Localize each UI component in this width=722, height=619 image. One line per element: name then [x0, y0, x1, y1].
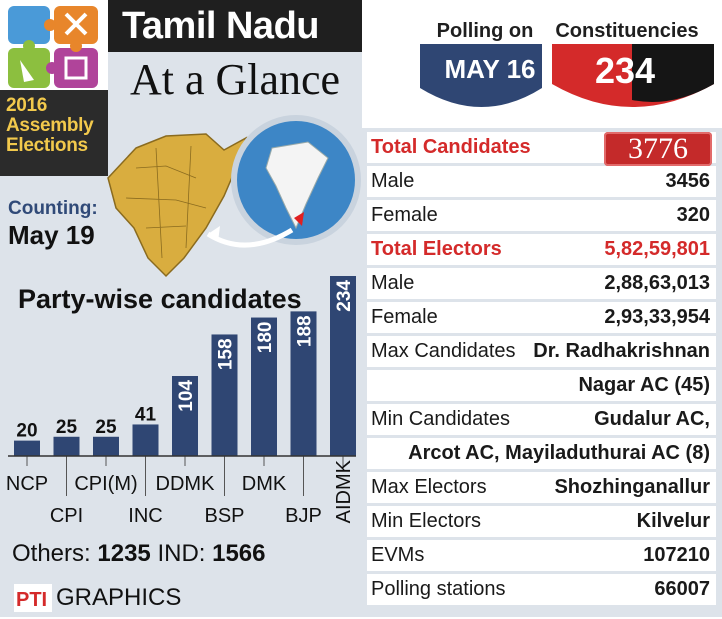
data-label: 25 — [56, 417, 78, 438]
stats-row: Male 2,88,63,013 — [367, 268, 716, 302]
category-label: AIDMK — [333, 459, 355, 523]
stats-label: Female — [371, 204, 438, 226]
puzzle-logo-icon — [0, 0, 108, 96]
stats-value: 2,93,33,954 — [604, 306, 710, 328]
stats-label: Male — [371, 170, 415, 192]
stats-label: Total Candidates — [371, 136, 531, 158]
party-wise-bar-chart: 20 NCP 25 CPI 25 CPI(M) 41 INC 104 DDMK 158 BSP 180 D… — [6, 276, 356, 527]
data-label: 104 — [176, 380, 197, 412]
bar-ncp — [14, 440, 40, 456]
chart-title: Party-wise candidates — [18, 284, 302, 314]
category-label: CPI(M) — [74, 473, 137, 495]
stats-row: Polling stations 66007 — [367, 574, 716, 608]
elections-text: Elections — [6, 135, 88, 156]
others-label: Others: — [12, 540, 91, 567]
polling-date: MAY 16 — [444, 54, 536, 84]
page-title: Tamil Nadu — [108, 0, 362, 52]
category-label: DDMK — [156, 473, 216, 495]
stats-table: Total Candidates 3776 Male 3456 Female 320 Tot… — [367, 132, 716, 608]
total-candidates-value: 3776 — [604, 132, 712, 166]
stats-label: Max Candidates — [371, 340, 516, 362]
year-text: 2016 — [6, 95, 48, 116]
data-label: 41 — [135, 404, 157, 425]
data-label: 188 — [295, 315, 316, 347]
stats-row: Min Candidates Gudalur AC, — [367, 404, 716, 438]
stats-value: 3456 — [665, 170, 711, 192]
stats-row: Total Electors 5,82,59,801 — [367, 234, 716, 268]
assembly-text: Assembly — [6, 115, 94, 136]
others-line: Others: 1235 IND: 1566 — [12, 540, 266, 568]
page-subtitle: At a Glance — [129, 55, 341, 104]
data-label: 234 — [334, 280, 355, 312]
pti-logo-icon: PTI — [14, 584, 52, 612]
bar-cpi — [53, 436, 80, 456]
category-label: INC — [128, 505, 162, 527]
bar-bsp — [211, 334, 238, 456]
category-label: NCP — [6, 473, 48, 495]
data-label: 180 — [255, 322, 276, 354]
stats-row: Min Electors Kilvelur — [367, 506, 716, 540]
counting-info: Counting: May 19 — [8, 198, 98, 251]
others-value: 1235 — [97, 540, 151, 567]
stats-label: Polling stations — [371, 578, 506, 600]
category-label: DMK — [242, 473, 287, 495]
stats-label: Min Candidates — [371, 408, 510, 430]
stats-value: Arcot AC, Mayiladuthurai AC (8) — [408, 442, 710, 464]
stats-value: Gudalur AC, — [594, 408, 710, 430]
stats-label: Min Electors — [371, 510, 482, 532]
bar-dmk — [251, 317, 277, 456]
data-label: 158 — [216, 338, 237, 370]
data-label: 25 — [95, 417, 117, 438]
polling-label: Polling on — [436, 20, 534, 42]
stats-row: Female 2,93,33,954 — [367, 302, 716, 336]
stats-value: Shozhinganallur — [554, 476, 710, 498]
bar-inc — [132, 424, 159, 456]
constituencies-value: 234 — [594, 50, 656, 91]
data-label: 20 — [16, 421, 37, 442]
stats-row: Nagar AC (45) — [367, 370, 716, 404]
svg-text:PTI: PTI — [16, 589, 47, 611]
stats-value: 66007 — [654, 578, 710, 600]
bar-bjp — [290, 311, 317, 456]
stats-row: Total Candidates 3776 — [367, 132, 716, 166]
stats-value: 5,82,59,801 — [604, 238, 710, 260]
stats-row: Female 320 — [367, 200, 716, 234]
graphics-label: GRAPHICS — [56, 584, 182, 611]
stats-value: Kilvelur — [636, 510, 710, 532]
bar-ddmk — [172, 376, 198, 456]
stats-row: Male 3456 — [367, 166, 716, 200]
constituencies-label: Constituencies — [555, 20, 699, 42]
footer-credit: PTI GRAPHICS — [14, 584, 181, 612]
stats-value: 107210 — [643, 544, 710, 566]
stats-label: Total Electors — [371, 238, 502, 260]
category-label: BJP — [285, 505, 322, 527]
election-year-badge: 2016 Assembly Elections — [0, 90, 108, 176]
counting-label: Counting: — [8, 198, 98, 219]
stats-label: EVMs — [371, 544, 425, 566]
ind-value: 1566 — [212, 540, 266, 567]
ind-label: IND: — [157, 540, 206, 567]
polling-header-shape — [362, 0, 722, 128]
stats-value: 320 — [676, 204, 710, 226]
bar-aidmk — [330, 276, 356, 456]
stats-row: Max Candidates Dr. Radhakrishnan — [367, 336, 716, 370]
counting-date: May 19 — [8, 220, 95, 250]
bar-cpim — [93, 436, 119, 456]
category-label: CPI — [50, 505, 83, 527]
stats-row: EVMs 107210 — [367, 540, 716, 574]
stats-label: Max Electors — [371, 476, 487, 498]
stats-row: Max Electors Shozhinganallur — [367, 472, 716, 506]
stats-label: Female — [371, 306, 438, 328]
category-label: BSP — [204, 505, 244, 527]
stats-row: Arcot AC, Mayiladuthurai AC (8) — [367, 438, 716, 472]
tamil-nadu-map-icon — [107, 115, 361, 278]
stats-value: Dr. Radhakrishnan — [533, 340, 710, 362]
stats-value: Nagar AC (45) — [578, 374, 710, 396]
stats-label: Male — [371, 272, 415, 294]
stats-value: 2,88,63,013 — [604, 272, 710, 294]
